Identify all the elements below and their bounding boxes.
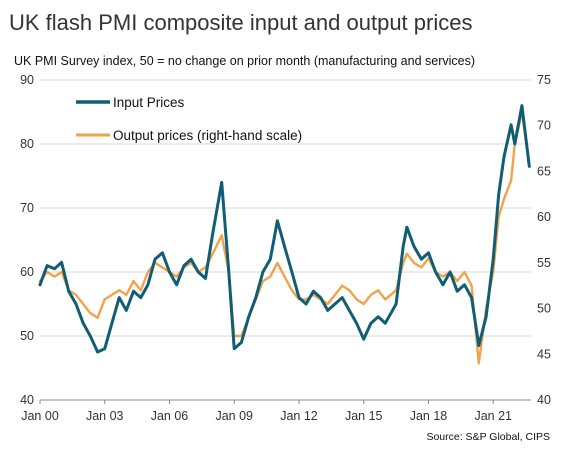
y-left-tick-label: 80	[20, 137, 34, 151]
y-right-tick-label: 45	[537, 347, 551, 361]
source-note: Source: S&P Global, CIPS	[426, 431, 550, 443]
gridlines	[40, 79, 531, 337]
x-tick-label: Jan 21	[474, 409, 512, 423]
y-left-tick-label: 50	[20, 329, 34, 343]
legend-item-output-prices: Output prices (right-hand scale)	[76, 128, 302, 143]
y-right-tick-label: 50	[537, 302, 551, 316]
y-right-tick-label: 40	[537, 393, 551, 407]
y-right-tick-label: 60	[537, 210, 551, 224]
chart-subtitle: UK PMI Survey index, 50 = no change on p…	[14, 54, 475, 68]
x-tick-label: Jan 06	[151, 409, 189, 423]
legend-label: Input Prices	[113, 95, 185, 110]
y-left-tick-label: 90	[20, 73, 34, 87]
legend-item-input-prices: Input Prices	[76, 95, 185, 110]
chart-title: UK flash PMI composite input and output …	[9, 10, 473, 35]
x-tick-label: Jan 03	[86, 409, 124, 423]
x-tick-label: Jan 09	[215, 409, 253, 423]
legend-label: Output prices (right-hand scale)	[113, 128, 302, 143]
y-right-tick-label: 65	[537, 164, 551, 178]
axes: 40 50 60 70 80 90 40 45 50 55 60 65 70 75 Jan 00 Jan 03…	[20, 73, 551, 423]
x-tick-label: Jan 18	[410, 409, 448, 423]
x-tick-label: Jan 12	[280, 409, 318, 423]
legend: Input Prices Output prices (right-hand sc…	[76, 95, 302, 143]
series-line-output-prices	[38, 110, 531, 365]
y-left-tick-label: 70	[20, 201, 34, 215]
y-left-tick-label: 60	[20, 265, 34, 279]
y-left-tick-label: 40	[20, 393, 34, 407]
y-right-tick-label: 75	[537, 73, 551, 87]
y-right-tick-label: 70	[537, 119, 551, 133]
x-tick-label: Jan 15	[345, 409, 383, 423]
x-tick-label: Jan 00	[21, 409, 59, 423]
series-line-input-prices	[38, 104, 531, 354]
y-right-tick-label: 55	[537, 256, 551, 270]
series-lines	[38, 104, 531, 365]
